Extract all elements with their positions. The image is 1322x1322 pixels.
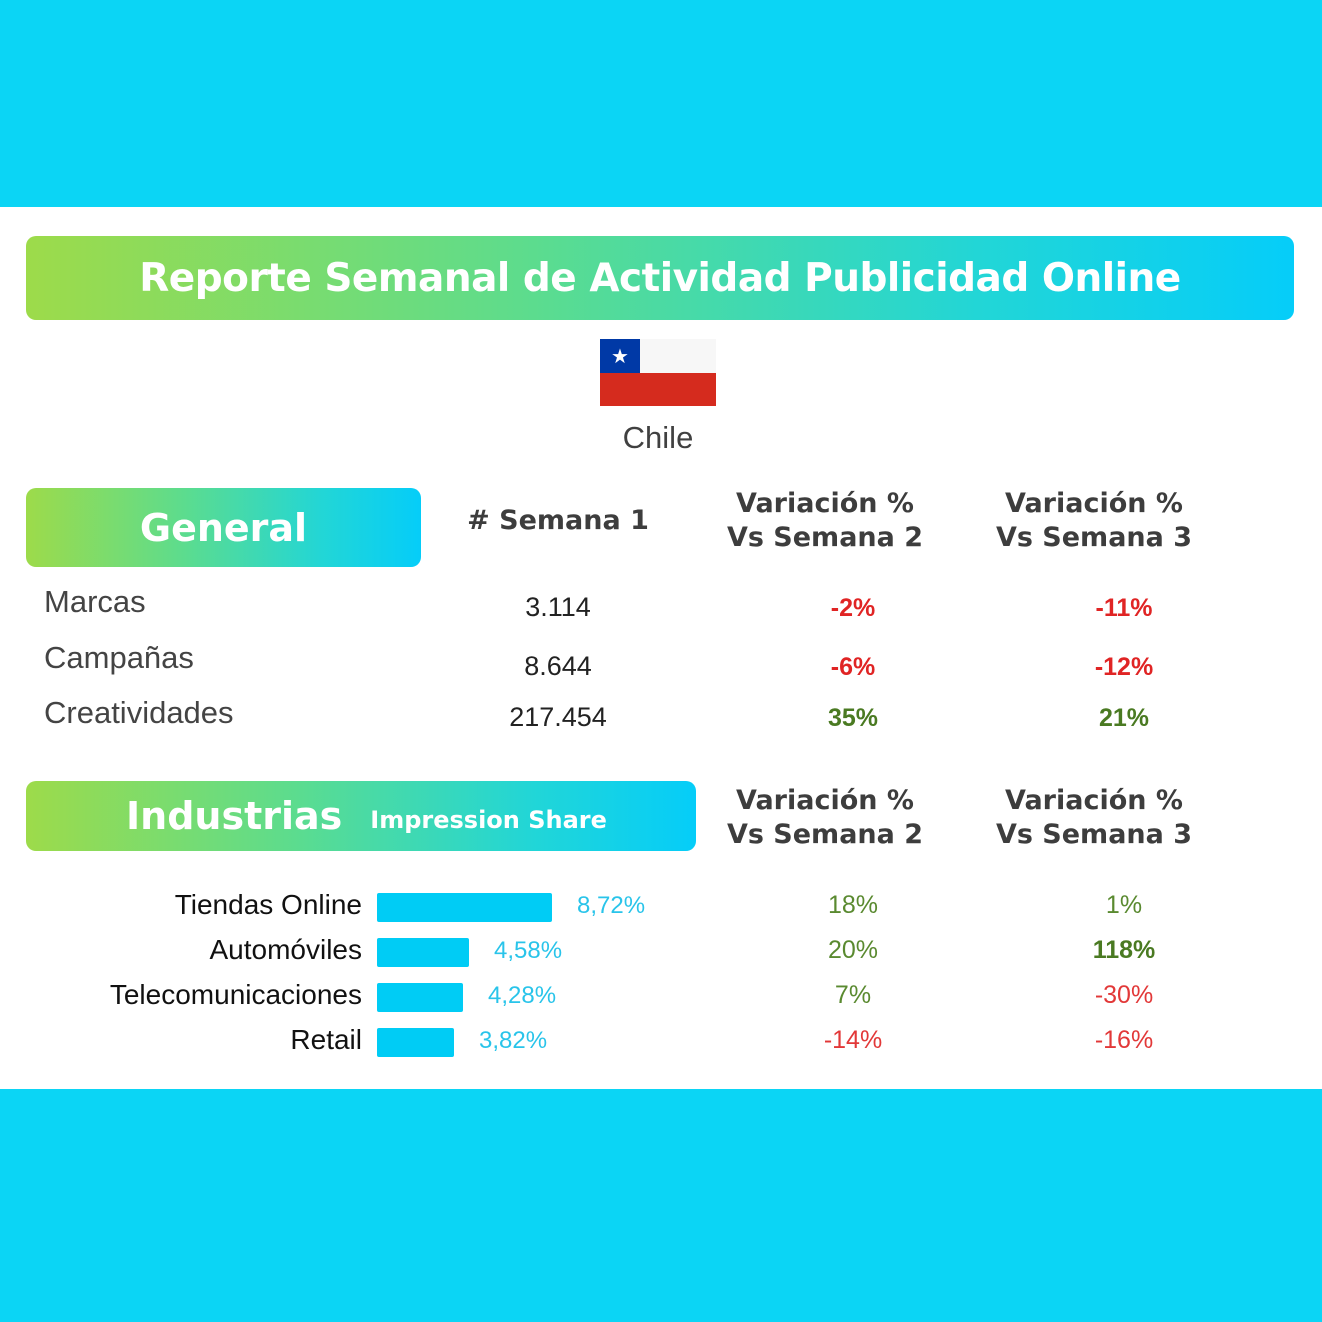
chile-flag-icon: ★ [600,339,716,406]
bottom-banner [0,1089,1322,1322]
share-bar-retail [377,1028,454,1057]
var2-telecomunicaciones: 7% [834,981,872,1009]
var3-retail: -16% [1094,1026,1154,1054]
general-section-label: General [26,488,421,567]
industrias-section-label: Industrias Impression Share [26,781,696,851]
share-bar-tiendas-online [377,893,552,922]
share-label-tiendas-online: 8,72% [577,892,646,919]
var2-marcas: -2% [830,594,876,622]
header-week: # Semana 1 [467,505,649,536]
report-title: Reporte Semanal de Actividad Publicidad … [139,255,1181,301]
share-label-telecomunicaciones: 4,28% [488,982,557,1009]
var3-automoviles: 118% [1092,936,1156,964]
share-label-automoviles: 4,58% [494,937,563,964]
row-label-campanas: Campañas [44,640,194,675]
industry-name-telecomunicaciones: Telecomunicaciones [109,979,362,1010]
var3-marcas: -11% [1095,594,1153,622]
industry-name-tiendas-online: Tiendas Online [174,889,362,920]
industrias-header-var-week3: Variación % Vs Semana 3 [995,785,1193,850]
row-label-creatividades: Creatividades [44,695,234,730]
header-var-week2: Variación % Vs Semana 2 [726,488,924,553]
var2-automoviles: 20% [827,936,879,964]
top-banner [0,0,1322,207]
value-campanas: 8.644 [524,651,592,681]
var2-retail: -14% [823,1026,883,1054]
var2-campanas: -6% [830,653,876,681]
value-creatividades: 217.454 [509,702,607,732]
var3-tiendas-online: 1% [1105,891,1143,919]
var3-telecomunicaciones: -30% [1094,981,1154,1009]
share-bar-automoviles [377,938,469,967]
impression-share-label: Impression Share [370,806,607,834]
var3-campanas: -12% [1094,653,1154,681]
row-label-marcas: Marcas [44,584,146,619]
industry-name-retail: Retail [290,1024,362,1055]
var3-creatividades: 21% [1098,704,1150,732]
share-bar-telecomunicaciones [377,983,463,1012]
header-var-week3: Variación % Vs Semana 3 [995,488,1193,553]
var2-tiendas-online: 18% [827,891,879,919]
country-label: Chile [622,420,694,455]
share-label-retail: 3,82% [479,1027,548,1054]
report-title-bar: Reporte Semanal de Actividad Publicidad … [26,236,1294,320]
industry-name-automoviles: Automóviles [209,934,362,965]
industrias-header-var-week2: Variación % Vs Semana 2 [726,785,924,850]
value-marcas: 3.114 [525,592,591,622]
var2-creatividades: 35% [827,704,879,732]
